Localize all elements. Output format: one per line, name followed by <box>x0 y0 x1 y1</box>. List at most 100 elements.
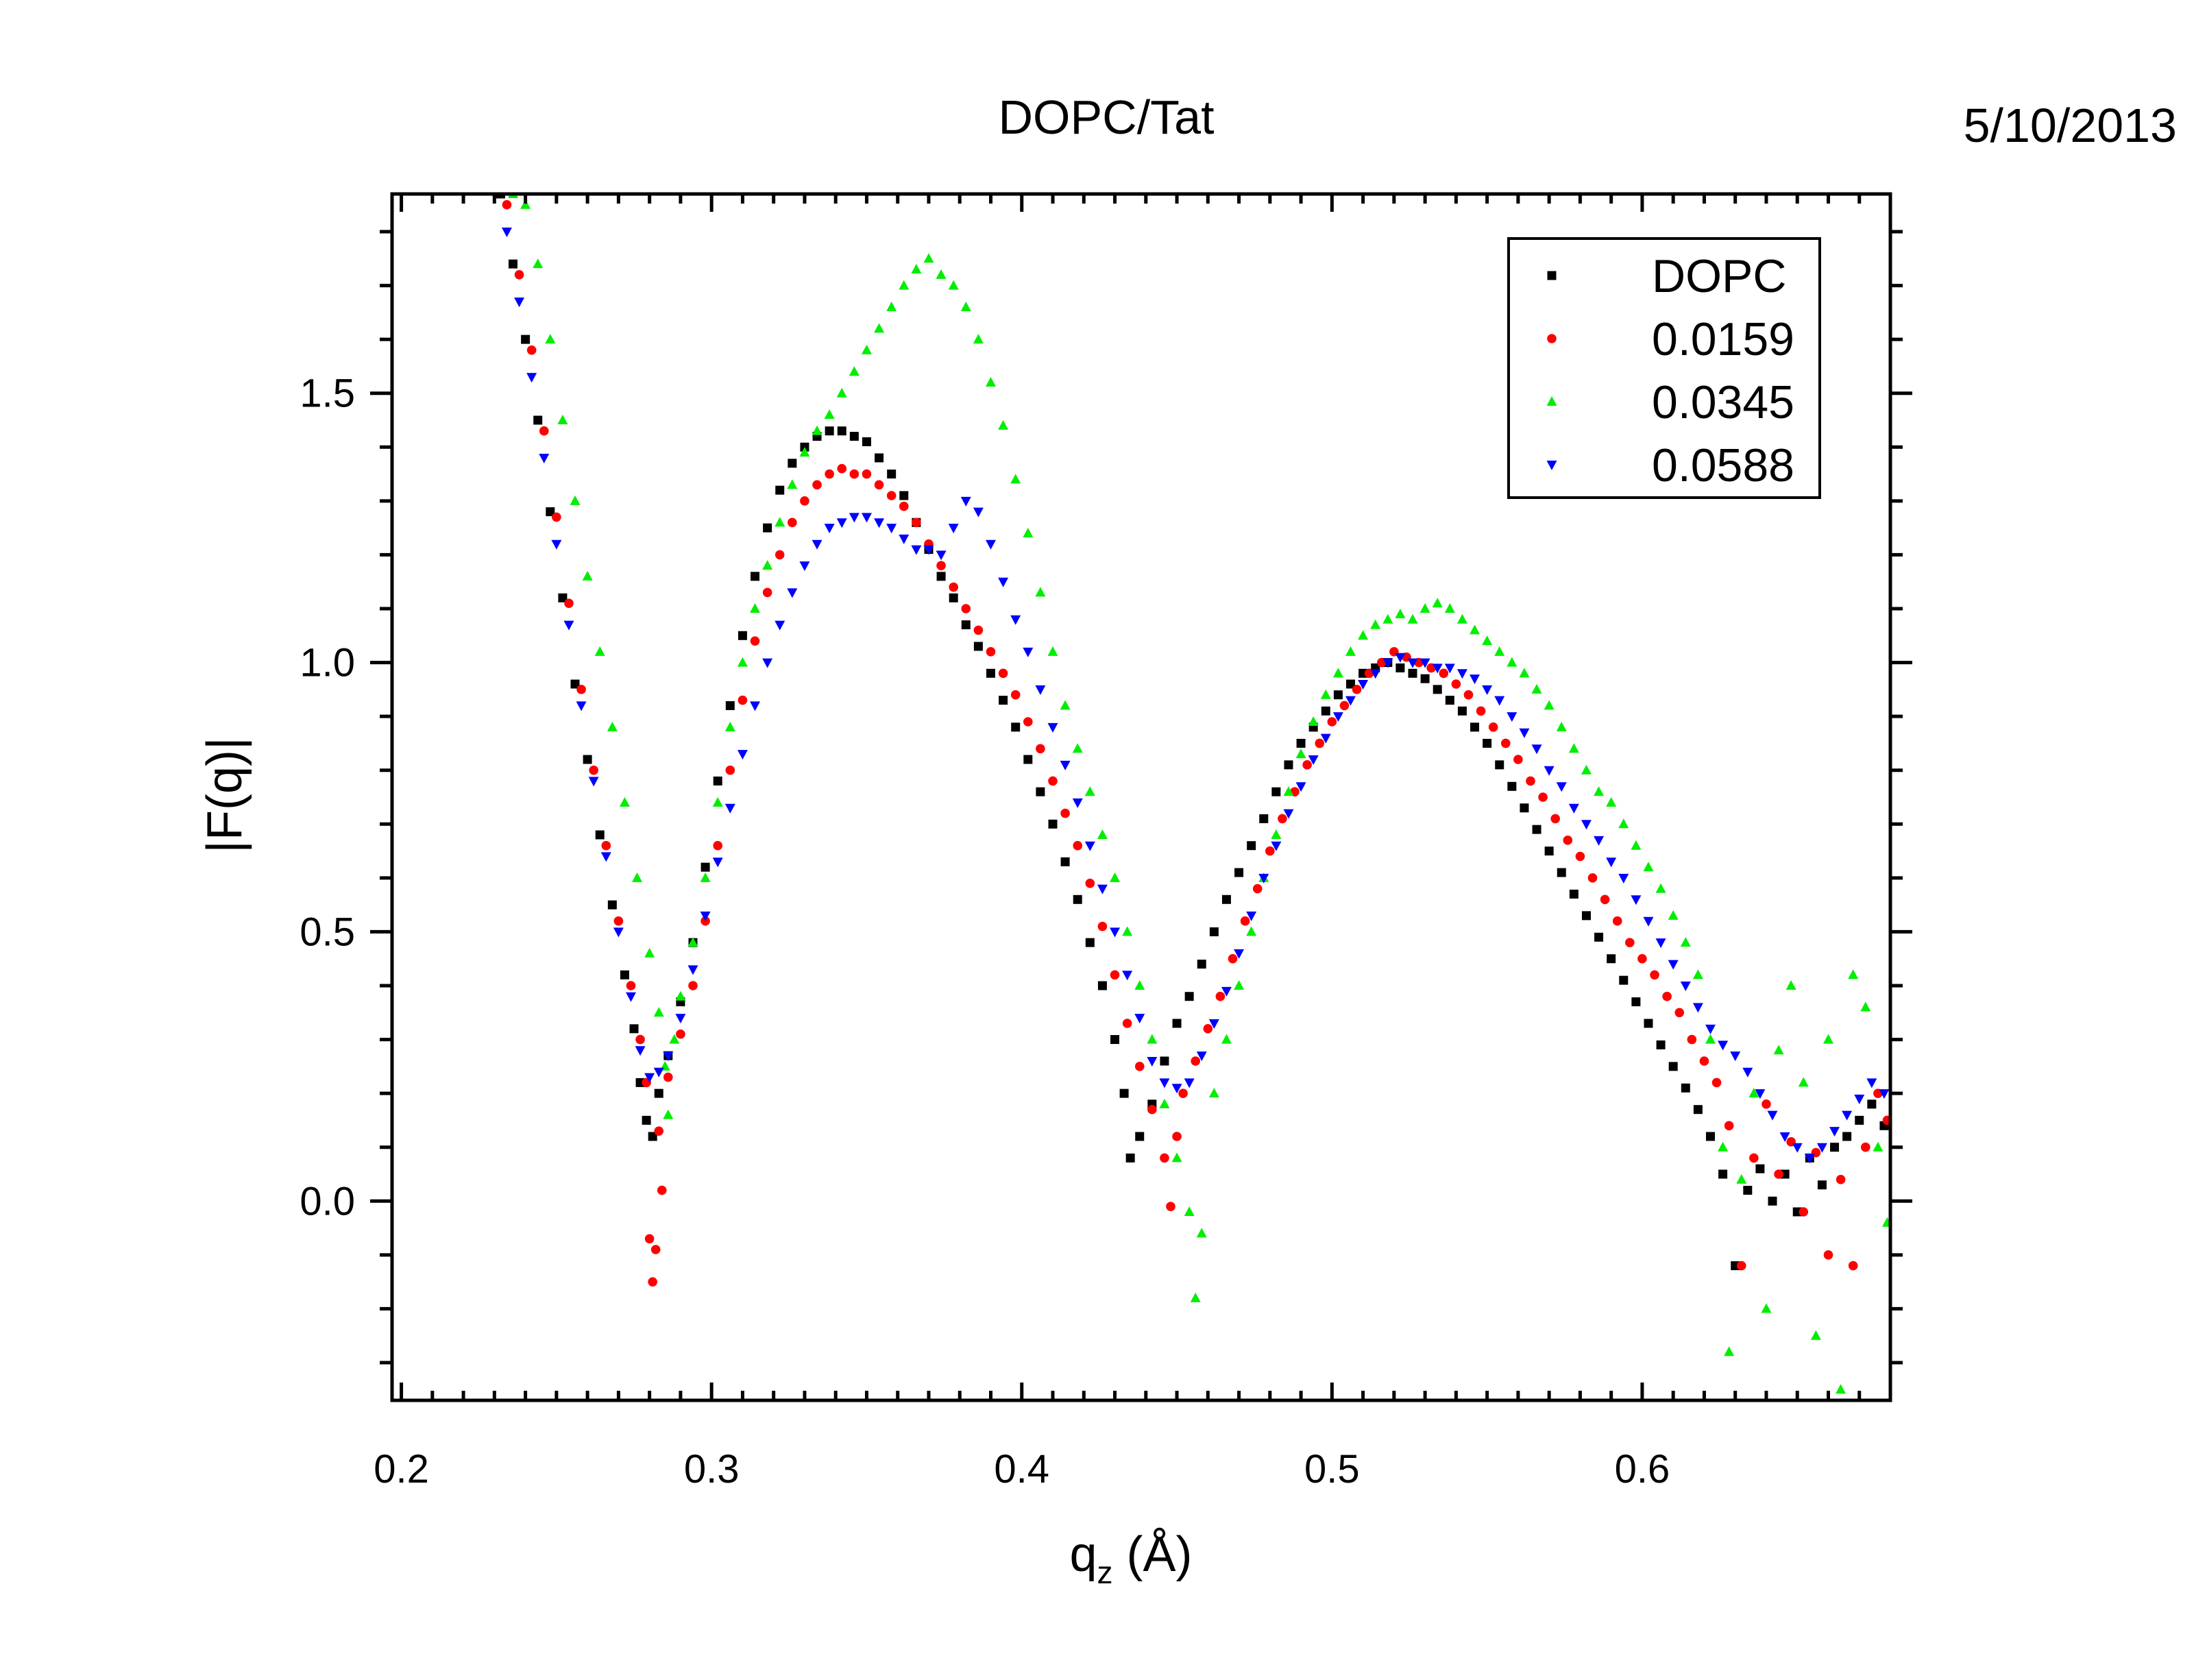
legend-label: 0.0345 <box>1652 376 1794 428</box>
data-point <box>1408 668 1417 678</box>
data-point <box>861 513 872 523</box>
data-point <box>1073 894 1082 904</box>
data-point <box>1119 1088 1129 1098</box>
data-point <box>1823 1034 1833 1044</box>
data-point <box>961 620 971 630</box>
data-point <box>738 631 747 640</box>
data-point <box>1047 646 1058 656</box>
data-point <box>1320 689 1331 699</box>
data-point <box>1196 1051 1207 1062</box>
data-point <box>1643 916 1654 927</box>
data-point <box>1631 895 1642 905</box>
data-point <box>861 344 872 354</box>
data-point <box>1618 873 1629 884</box>
data-point <box>1860 1142 1870 1152</box>
data-point <box>644 1073 655 1083</box>
data-point <box>564 598 574 608</box>
data-point <box>1284 760 1293 770</box>
data-point <box>563 620 574 631</box>
x-tick-label: 0.5 <box>1304 1447 1360 1492</box>
data-point <box>1607 954 1616 964</box>
data-point <box>1296 738 1306 748</box>
legend: DOPC 0.0159 0.0345 0.0588 <box>1507 237 1821 499</box>
data-point <box>874 518 885 528</box>
data-point <box>788 459 797 468</box>
legend-label: 0.0159 <box>1652 313 1794 365</box>
data-point <box>1197 960 1206 969</box>
data-point <box>1637 953 1647 964</box>
data-point <box>1215 991 1226 1001</box>
data-point <box>1881 1217 1890 1227</box>
data-point <box>1662 991 1672 1001</box>
data-point <box>1358 630 1369 640</box>
data-point <box>1855 1115 1864 1125</box>
data-point <box>999 696 1008 705</box>
data-point <box>1532 825 1541 834</box>
data-point <box>874 480 884 490</box>
data-point <box>1519 728 1530 738</box>
plot-area <box>390 192 1892 1402</box>
data-point <box>676 1029 685 1039</box>
data-point <box>1867 1099 1877 1109</box>
x-axis: 0.2 0.3 0.4 0.5 0.6 <box>374 194 1892 1492</box>
data-point <box>775 517 785 527</box>
data-point <box>837 426 846 436</box>
data-point <box>849 469 860 479</box>
data-point <box>1631 997 1641 1007</box>
data-point <box>1122 971 1133 981</box>
data-point <box>1407 613 1418 624</box>
data-point <box>1594 786 1605 796</box>
data-point <box>526 345 537 355</box>
data-point <box>1221 894 1231 904</box>
data-point <box>1644 1019 1653 1028</box>
data-point <box>1463 690 1474 700</box>
data-point <box>635 1046 646 1056</box>
data-point <box>521 334 531 344</box>
data-point <box>886 491 897 500</box>
data-point <box>514 270 524 280</box>
data-point <box>1718 1169 1728 1179</box>
data-point <box>1762 1099 1771 1109</box>
data-point <box>812 539 822 550</box>
data-point <box>836 518 847 528</box>
data-point <box>750 701 761 711</box>
data-point <box>557 415 568 424</box>
data-point <box>1743 1186 1753 1195</box>
data-point <box>594 646 605 656</box>
data-point <box>1332 668 1343 678</box>
data-point <box>899 491 909 500</box>
data-point <box>1755 1089 1766 1099</box>
data-point <box>1184 992 1194 1001</box>
data-point <box>1122 1019 1132 1028</box>
data-point <box>533 258 544 269</box>
data-point <box>1848 1261 1858 1271</box>
data-point <box>1748 1088 1759 1098</box>
data-point <box>1531 683 1542 694</box>
data-point <box>629 1024 639 1034</box>
y-axis-label: |F(q)| <box>197 737 252 853</box>
data-point <box>1097 981 1107 990</box>
x-axis-label: qz (Å) <box>1069 1527 1192 1590</box>
data-point <box>960 496 971 507</box>
data-point <box>1476 706 1486 716</box>
data-point <box>912 518 921 528</box>
data-point <box>1134 980 1145 990</box>
data-point <box>1749 1153 1759 1163</box>
data-point <box>1538 792 1548 802</box>
data-point <box>657 1185 667 1195</box>
y-tick-label: 1.5 <box>300 372 355 416</box>
data-point <box>570 679 580 689</box>
data-point <box>1352 685 1362 694</box>
data-point <box>973 625 984 635</box>
data-point <box>1699 1056 1709 1066</box>
data-point <box>1240 916 1250 926</box>
data-point <box>1190 1292 1201 1302</box>
data-point <box>588 777 599 787</box>
data-point <box>502 199 512 210</box>
data-point <box>998 577 1009 587</box>
data-point <box>1072 798 1083 808</box>
data-point <box>675 990 686 1001</box>
data-point <box>824 409 835 419</box>
data-point <box>1035 587 1046 597</box>
data-point <box>496 194 505 199</box>
